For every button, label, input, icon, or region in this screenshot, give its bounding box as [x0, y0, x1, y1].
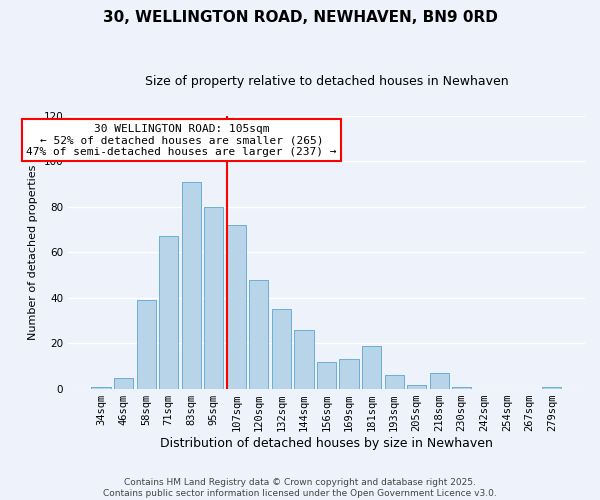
Bar — [272, 310, 291, 389]
Title: Size of property relative to detached houses in Newhaven: Size of property relative to detached ho… — [145, 75, 508, 88]
Bar — [362, 346, 381, 389]
Bar — [407, 384, 426, 389]
Bar — [295, 330, 314, 389]
Bar — [452, 387, 472, 389]
Bar — [137, 300, 156, 389]
Bar — [340, 360, 359, 389]
Y-axis label: Number of detached properties: Number of detached properties — [28, 164, 38, 340]
Bar — [159, 236, 178, 389]
Bar — [249, 280, 268, 389]
Text: Contains HM Land Registry data © Crown copyright and database right 2025.
Contai: Contains HM Land Registry data © Crown c… — [103, 478, 497, 498]
Bar — [204, 206, 223, 389]
Bar — [91, 387, 110, 389]
Bar — [317, 362, 336, 389]
Bar — [385, 376, 404, 389]
Bar — [114, 378, 133, 389]
Bar — [182, 182, 201, 389]
Bar — [430, 373, 449, 389]
Bar — [227, 225, 246, 389]
Bar — [542, 387, 562, 389]
Text: 30, WELLINGTON ROAD, NEWHAVEN, BN9 0RD: 30, WELLINGTON ROAD, NEWHAVEN, BN9 0RD — [103, 10, 497, 25]
X-axis label: Distribution of detached houses by size in Newhaven: Distribution of detached houses by size … — [160, 437, 493, 450]
Text: 30 WELLINGTON ROAD: 105sqm
← 52% of detached houses are smaller (265)
47% of sem: 30 WELLINGTON ROAD: 105sqm ← 52% of deta… — [26, 124, 337, 157]
